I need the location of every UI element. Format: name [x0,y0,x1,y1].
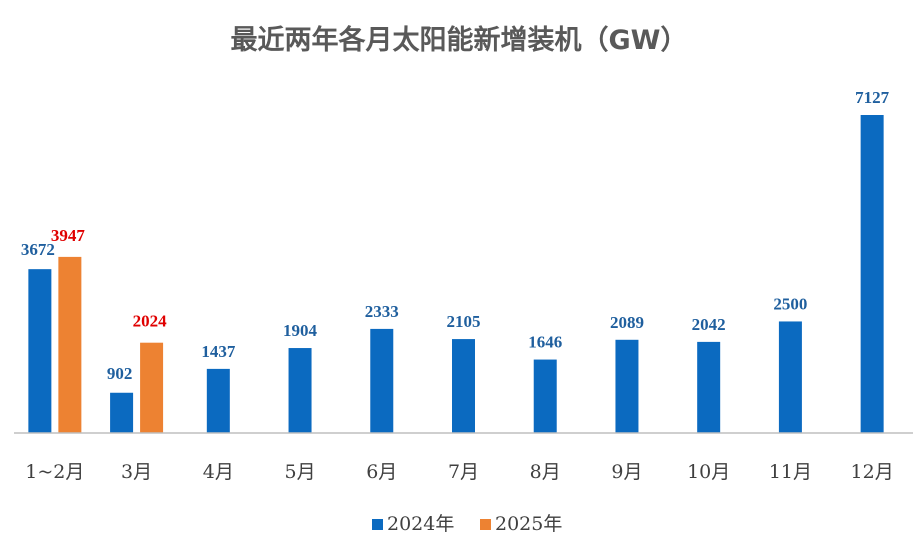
x-tick-label: 9月 [611,461,642,483]
x-tick-label: 8月 [530,461,561,483]
x-tick-label: 1~2月 [25,461,84,483]
x-tick-label: 12月 [851,461,894,483]
bar-2024年-12月 [860,115,884,433]
x-tick-label: 10月 [687,461,730,483]
x-tick-label: 7月 [448,461,479,483]
data-label: 2042 [692,315,726,334]
data-label: 1646 [528,333,562,352]
bar-2024年-4月 [206,368,230,433]
x-tick-label: 3月 [121,461,152,483]
bar-2024年-7月 [452,339,475,433]
bar-2024年-8月 [533,359,557,433]
bar-2025年-1~2月 [58,256,82,433]
data-label: 3672 [21,240,55,259]
data-label: 2024 [133,312,168,331]
legend-label: 2025年 [495,513,562,535]
x-tick-label: 4月 [203,461,234,483]
data-label: 1904 [283,321,318,340]
bar-2024年-3月 [110,392,134,433]
data-label: 2333 [365,302,399,321]
x-tick-label: 6月 [366,461,397,483]
x-tick-label: 11月 [769,461,812,483]
bar-2024年-10月 [697,341,721,433]
data-label: 2500 [773,294,807,313]
data-label: 7127 [855,88,890,107]
bar-2024年-11月 [778,321,802,433]
x-tick-label: 5月 [284,461,315,483]
chart-title: 最近两年各月太阳能新增装机（GW） [231,24,688,56]
bar-2025年-3月 [140,342,164,433]
bar-2024年-9月 [615,339,639,433]
data-label: 2089 [610,313,644,332]
legend-label: 2024年 [387,513,454,535]
bar-2024年-1~2月 [28,269,52,433]
legend-swatch [372,519,383,530]
bar-2024年-6月 [370,328,394,433]
data-label: 902 [107,364,133,383]
legend: 2024年 2025年 [372,513,562,535]
bar-2024年-5月 [288,348,312,433]
data-label: 2105 [447,312,481,331]
data-label: 1437 [201,342,236,361]
legend-swatch [480,519,491,530]
data-label: 3947 [51,226,86,245]
